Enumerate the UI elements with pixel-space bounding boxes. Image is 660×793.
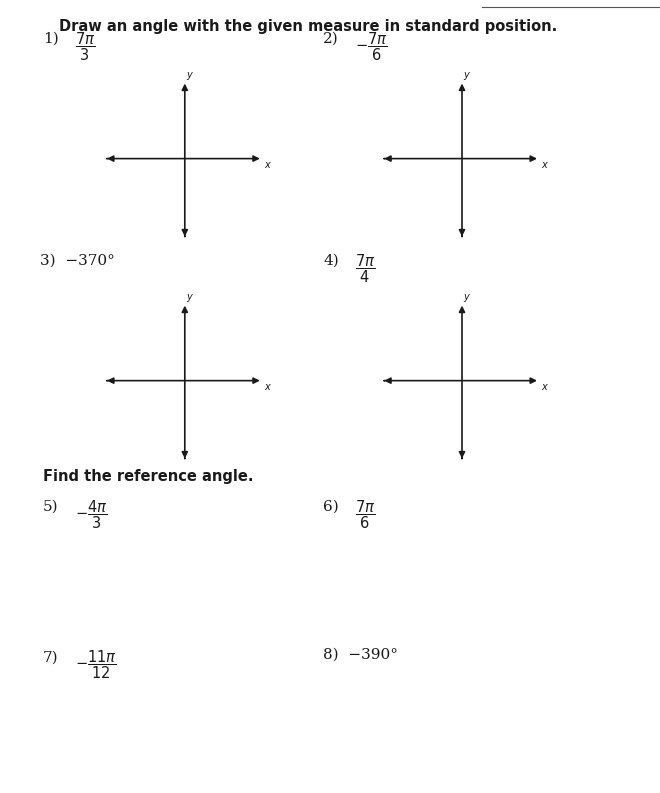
Text: $\dfrac{7π}{6}$: $\dfrac{7π}{6}$ bbox=[355, 498, 376, 531]
Text: 2): 2) bbox=[323, 32, 339, 46]
Text: $-\dfrac{7π}{6}$: $-\dfrac{7π}{6}$ bbox=[355, 30, 387, 63]
Text: 6): 6) bbox=[323, 500, 339, 514]
Text: $y$: $y$ bbox=[463, 292, 471, 304]
Text: $x$: $x$ bbox=[263, 160, 272, 170]
Text: 3)  −370°: 3) −370° bbox=[40, 254, 114, 268]
Text: $x$: $x$ bbox=[263, 382, 272, 392]
Text: $-\dfrac{11π}{12}$: $-\dfrac{11π}{12}$ bbox=[75, 649, 116, 681]
Text: 5): 5) bbox=[43, 500, 59, 514]
Text: 8)  −390°: 8) −390° bbox=[323, 648, 399, 662]
Text: $y$: $y$ bbox=[185, 70, 194, 82]
Text: 7): 7) bbox=[43, 650, 59, 665]
Text: Find the reference angle.: Find the reference angle. bbox=[43, 469, 253, 485]
Text: $x$: $x$ bbox=[541, 160, 549, 170]
Text: $y$: $y$ bbox=[463, 70, 471, 82]
Text: 1): 1) bbox=[43, 32, 59, 46]
Text: Draw an angle with the given measure in standard position.: Draw an angle with the given measure in … bbox=[59, 19, 558, 34]
Text: 4): 4) bbox=[323, 254, 339, 268]
Text: $-\dfrac{4π}{3}$: $-\dfrac{4π}{3}$ bbox=[75, 498, 107, 531]
Text: $x$: $x$ bbox=[541, 382, 549, 392]
Text: $\dfrac{7π}{3}$: $\dfrac{7π}{3}$ bbox=[75, 30, 95, 63]
Text: $y$: $y$ bbox=[185, 292, 194, 304]
Text: $\dfrac{7π}{4}$: $\dfrac{7π}{4}$ bbox=[355, 252, 376, 285]
